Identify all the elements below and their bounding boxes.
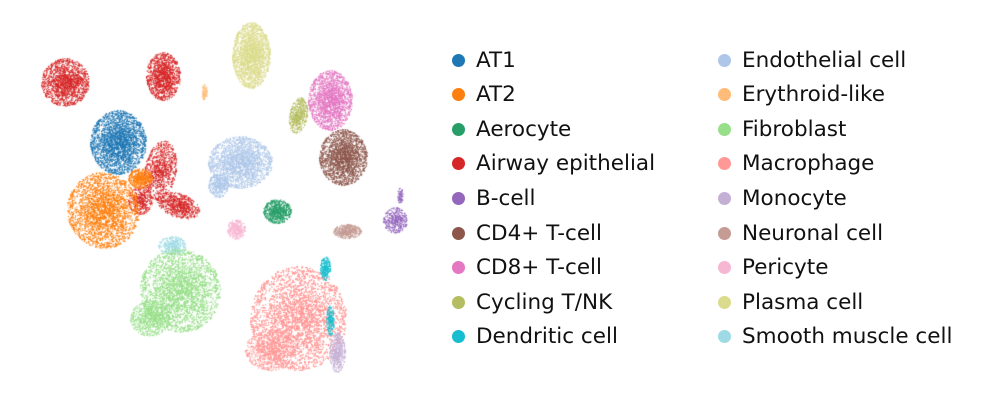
legend-item-smooth-muscle-cell: Smooth muscle cell xyxy=(718,321,952,353)
legend-item-b-cell: B-cell xyxy=(452,182,536,214)
legend-marker xyxy=(452,191,465,205)
legend-label: Neuronal cell xyxy=(742,220,884,246)
legend-label: AT1 xyxy=(476,47,516,73)
legend-label: Macrophage xyxy=(742,151,875,177)
legend-marker xyxy=(718,88,731,102)
legend-marker xyxy=(452,330,465,344)
legend-label: Endothelial cell xyxy=(742,47,907,73)
legend-marker xyxy=(718,226,731,240)
legend-item-erythroid-like: Erythroid-like xyxy=(718,79,885,111)
legend: AT1 AT2 Aerocyte Airway epithelial B-cell CD4… xyxy=(452,44,982,364)
legend-item-fibroblast: Fibroblast xyxy=(718,113,846,145)
legend-item-cd4-t-cell: CD4+ T-cell xyxy=(452,217,602,249)
legend-label: Pericyte xyxy=(742,255,829,281)
legend-label: Monocyte xyxy=(742,185,847,211)
legend-item-cycling-t-nk: Cycling T/NK xyxy=(452,286,612,318)
legend-item-plasma-cell: Plasma cell xyxy=(718,286,863,318)
legend-label: CD8+ T-cell xyxy=(476,255,603,281)
legend-marker xyxy=(452,88,465,102)
legend-label: CD4+ T-cell xyxy=(476,220,603,246)
legend-label: Cycling T/NK xyxy=(476,289,613,315)
legend-marker xyxy=(452,122,465,136)
legend-marker xyxy=(452,295,465,309)
legend-item-aerocyte: Aerocyte xyxy=(452,113,571,145)
legend-marker xyxy=(718,157,731,171)
legend-item-at2: AT2 xyxy=(452,79,516,111)
legend-marker xyxy=(718,330,731,344)
legend-marker xyxy=(718,122,731,136)
legend-item-monocyte: Monocyte xyxy=(718,182,847,214)
legend-label: Airway epithelial xyxy=(476,151,656,177)
legend-item-endothelial-cell: Endothelial cell xyxy=(718,44,906,76)
legend-item-at1: AT1 xyxy=(452,44,516,76)
legend-marker xyxy=(452,226,465,240)
legend-marker xyxy=(718,53,731,67)
legend-item-pericyte: Pericyte xyxy=(718,252,828,284)
legend-item-macrophage: Macrophage xyxy=(718,148,874,180)
legend-label: Smooth muscle cell xyxy=(742,324,953,350)
legend-label: Plasma cell xyxy=(742,289,864,315)
legend-item-neuronal-cell: Neuronal cell xyxy=(718,217,883,249)
legend-label: Aerocyte xyxy=(476,116,572,142)
legend-label: Erythroid-like xyxy=(742,82,885,108)
legend-marker xyxy=(452,157,465,171)
legend-marker xyxy=(718,295,731,309)
umap-scatter-plot xyxy=(0,0,430,400)
legend-item-cd8-t-cell: CD8+ T-cell xyxy=(452,252,602,284)
legend-label: AT2 xyxy=(476,82,516,108)
legend-item-airway-epithelial: Airway epithelial xyxy=(452,148,655,180)
legend-marker xyxy=(718,261,731,275)
legend-label: Dendritic cell xyxy=(476,324,618,350)
legend-marker xyxy=(452,53,465,67)
legend-item-dendritic-cell: Dendritic cell xyxy=(452,321,618,353)
legend-label: Fibroblast xyxy=(742,116,847,142)
legend-marker xyxy=(452,261,465,275)
legend-label: B-cell xyxy=(476,185,536,211)
legend-marker xyxy=(718,191,731,205)
